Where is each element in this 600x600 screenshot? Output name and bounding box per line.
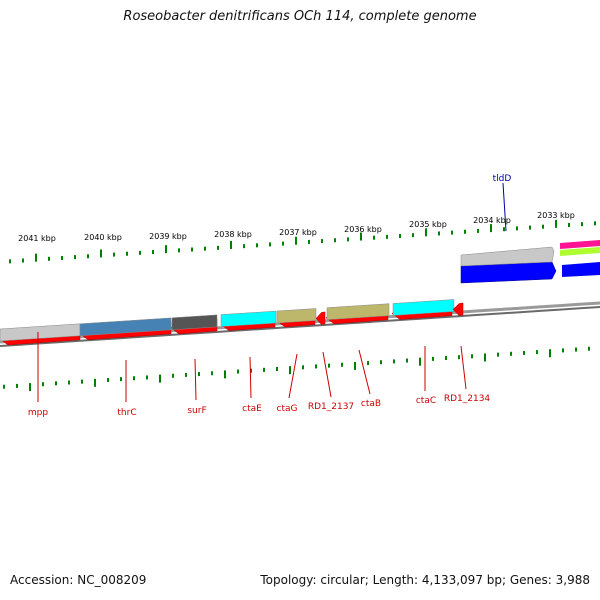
genome-summary-text: Topology: circular; Length: 4,133,097 bp… <box>260 573 590 587</box>
gene-label-leader <box>358 349 371 395</box>
gene-arrow-edge[interactable] <box>562 262 600 277</box>
cog-bar-tldd <box>460 246 555 267</box>
gene-label-leader <box>249 356 252 399</box>
cog-bar-ctae <box>220 310 277 327</box>
scale-label: 2035 kbp <box>409 220 447 229</box>
gene-label-thrc[interactable]: thrC <box>117 408 136 418</box>
scale-label: 2037 kbp <box>279 228 317 237</box>
cog-bar-edge-pink <box>560 240 600 249</box>
scale-label: 2039 kbp <box>149 232 187 241</box>
cog-bar-ctab <box>326 303 390 320</box>
genome-backbone-shadow <box>0 306 600 347</box>
scale-label: 2033 kbp <box>537 211 575 220</box>
cog-bar-thrc <box>79 317 172 337</box>
gene-label-leader <box>322 351 332 398</box>
scale-label: 2038 kbp <box>214 230 252 239</box>
scale-label: 2040 kbp <box>84 233 122 242</box>
map-title: Roseobacter denitrificans OCh 114, compl… <box>123 9 477 24</box>
gene-arrow-rd1-2134[interactable] <box>452 302 464 316</box>
scale-label: 2036 kbp <box>344 225 382 234</box>
gene-label-ctag[interactable]: ctaG <box>277 404 298 414</box>
gene-label-ctab[interactable]: ctaB <box>361 399 381 409</box>
scale-label: 2034 kbp <box>473 216 511 225</box>
cog-bar-ctag <box>276 308 317 324</box>
gene-label-rd1-2137[interactable]: RD1_2137 <box>308 402 354 412</box>
scale-label: 2041 kbp <box>18 234 56 243</box>
accession-text: Accession: NC_008209 <box>10 573 147 587</box>
cog-bar-ctac <box>392 299 455 316</box>
gene-label-tldd[interactable]: tldD <box>493 174 512 184</box>
gene-label-leader <box>194 358 197 401</box>
gene-label-leader <box>502 182 507 232</box>
gene-label-surf[interactable]: surF <box>187 406 206 416</box>
cog-bar-edge-green <box>560 247 600 256</box>
gene-label-ctae[interactable]: ctaE <box>242 404 262 414</box>
cog-bar-surf <box>171 314 218 331</box>
gene-label-rd1-2134[interactable]: RD1_2134 <box>444 394 491 404</box>
gene-label-leader <box>288 353 298 399</box>
gene-label-leader <box>460 345 467 390</box>
gene-label-ctac[interactable]: ctaC <box>416 396 436 406</box>
gene-arrow-rd1-2137[interactable] <box>315 311 326 325</box>
gene-label-mpp[interactable]: mpp <box>28 408 48 418</box>
